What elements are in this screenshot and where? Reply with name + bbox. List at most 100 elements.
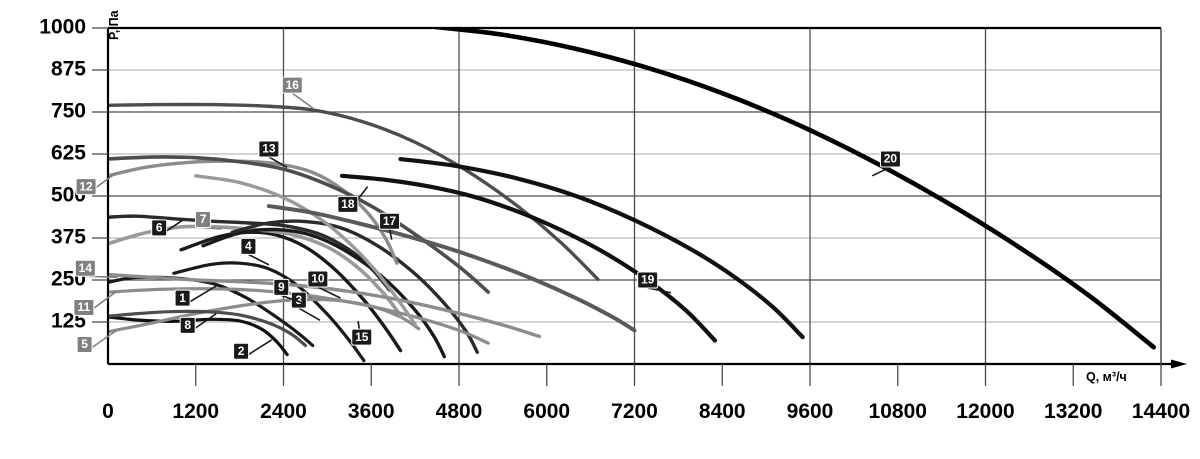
callout-box [240, 237, 257, 255]
x-tick-label: 7200 [611, 400, 658, 423]
callout-box [281, 76, 303, 94]
callout-label: 8 [184, 318, 191, 332]
callout-label: 7 [200, 212, 207, 226]
x-tick-label: 1200 [172, 400, 219, 423]
curve-series-5 [108, 297, 421, 334]
callout-label: 20 [884, 152, 898, 166]
callout-label: 16 [286, 78, 300, 92]
curve-series-19 [398, 156, 805, 340]
series-callout-8: 8 [179, 312, 217, 335]
callout-box [637, 271, 659, 289]
y-tick-label: 750 [51, 100, 86, 123]
tick-label-layer: 0 1200 2400 3600 4800 6000 7200 8400 9600 10800 12… [39, 16, 1190, 423]
callout-label: 5 [81, 337, 88, 351]
curve-series-4 [179, 230, 403, 353]
x-tick-label: 8400 [699, 400, 746, 423]
callout-leader-line [268, 156, 288, 169]
x-tick-label: 12000 [956, 400, 1014, 423]
series-callout-4: 4 [240, 237, 270, 266]
callout-leader-line [281, 294, 305, 305]
x-tick-label: 4800 [436, 400, 483, 423]
callout-label: 12 [79, 179, 93, 193]
curve-series-12 [108, 159, 399, 265]
y-axis-title: P, Па [107, 9, 121, 40]
callout-box [337, 195, 359, 213]
callout-box [351, 328, 373, 346]
x-tick-label: 10800 [869, 400, 927, 423]
series-callout-9: 9 [273, 278, 305, 305]
axis-layer [92, 26, 1187, 386]
callout-label: 1 [179, 291, 186, 305]
curve-series-13 [108, 155, 491, 294]
callout-leader-line [298, 307, 321, 322]
curve-series-9 [201, 227, 447, 359]
callout-label: 18 [341, 197, 355, 211]
callout-label: 14 [79, 261, 93, 275]
callout-leader-line [871, 166, 891, 177]
callout-label: 2 [238, 344, 245, 358]
series-callout-17: 17 [379, 212, 401, 240]
callout-label: 11 [78, 300, 91, 314]
curve-series-3 [172, 261, 366, 363]
curve-series-2 [108, 315, 289, 357]
y-tick-label: 625 [51, 142, 86, 165]
curve-series-18 [339, 173, 718, 343]
series-callout-20: 20 [871, 150, 901, 177]
callout-label: 4 [245, 239, 252, 253]
series-callout-7: 7 [195, 211, 222, 230]
y-tick-label: 375 [51, 226, 86, 249]
x-axis-title: Q, м³/ч [1086, 370, 1127, 384]
curve-series-20 [428, 28, 1156, 350]
y-tick-label: 1000 [39, 16, 86, 39]
axis-title-layer: P, Па Q, м³/ч [107, 9, 1127, 384]
curve-series-11 [108, 287, 490, 345]
callout-leader-line [317, 286, 341, 299]
callout-box [179, 316, 196, 334]
callout-leader-line [388, 229, 393, 240]
callout-box [307, 270, 329, 288]
series-callout-1: 1 [174, 284, 219, 307]
curve-series-14 [108, 272, 542, 339]
callout-box [73, 299, 95, 317]
callout-box [258, 140, 280, 158]
callout-box [233, 342, 250, 360]
callout-box [290, 291, 307, 309]
x-axis-arrow [1171, 359, 1187, 369]
series-callout-5: 5 [76, 329, 118, 354]
series-callout-10: 10 [307, 270, 341, 299]
series-callout-11: 11 [73, 291, 117, 317]
series-callout-3: 3 [290, 291, 321, 322]
x-tick-label: 14400 [1132, 400, 1190, 423]
series-callout-6: 6 [151, 219, 184, 237]
x-tick-label: 2400 [260, 400, 307, 423]
x-tick-label: 0 [102, 400, 114, 423]
series-callout-2: 2 [233, 339, 273, 360]
curve-series-10 [230, 219, 479, 354]
series-callout-14: 14 [74, 259, 118, 279]
callout-label: 13 [262, 142, 276, 156]
callout-box [76, 336, 93, 354]
series-callout-18: 18 [337, 186, 369, 213]
curve-layer [108, 28, 1156, 363]
callout-label: 9 [278, 280, 285, 294]
callout-box [879, 150, 901, 168]
callout-label: 10 [311, 272, 325, 286]
callout-box [75, 178, 97, 196]
callout-label: 6 [156, 221, 163, 235]
callout-box [379, 212, 401, 230]
series-callout-19: 19 [637, 271, 672, 294]
callout-leader-line [647, 287, 672, 294]
callout-label: 3 [296, 293, 303, 307]
callout-leader-line [291, 92, 314, 109]
callout-leader-line [248, 253, 270, 266]
callout-label: 19 [641, 273, 655, 287]
curve-series-15 [194, 174, 417, 327]
curve-series-8 [108, 309, 308, 348]
x-tick-label: 13200 [1044, 400, 1102, 423]
x-tick-label: 3600 [348, 400, 395, 423]
callout-label: 17 [383, 214, 397, 228]
callout-box [273, 278, 290, 296]
